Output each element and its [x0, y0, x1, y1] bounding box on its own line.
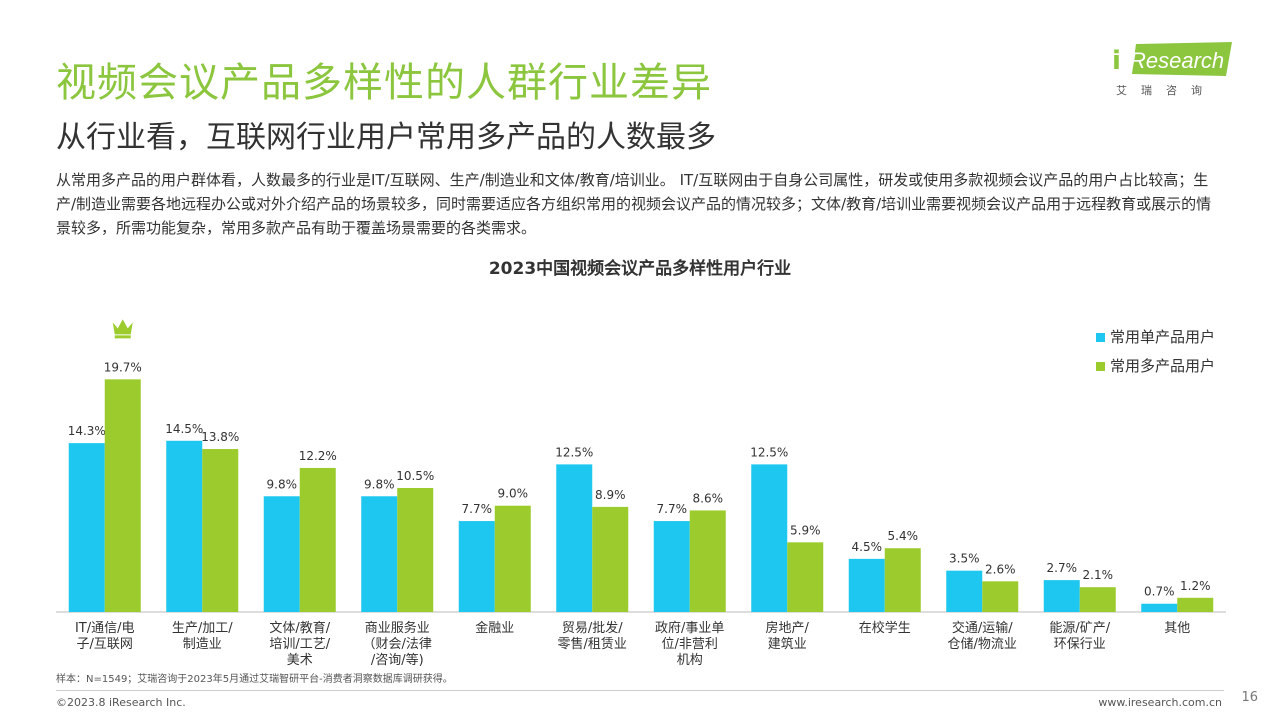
bar-multi-9 [982, 581, 1019, 612]
page-title: 视频会议产品多样性的人群行业差异 [56, 60, 712, 106]
logo-chinese-name: 艾瑞咨询 [1116, 84, 1216, 97]
bar-single-8 [848, 558, 885, 612]
website-link[interactable]: www.iresearch.com.cn [1098, 696, 1222, 709]
category-label-2: 文体/教育/培训/工艺/美术 [269, 620, 330, 668]
legend-label-1: 常用多产品用户 [1110, 357, 1215, 375]
legend-swatch-1 [1096, 362, 1105, 371]
category-label-11: 其他 [1164, 621, 1190, 636]
bar-single-3 [361, 496, 398, 612]
data-label-multi-7: 5.9% [790, 523, 821, 537]
data-label-multi-11: 1.2% [1180, 579, 1211, 593]
data-label-single-7: 12.5% [750, 445, 788, 459]
bar-single-11 [1141, 603, 1178, 612]
bar-multi-3 [397, 488, 434, 612]
category-label-8: 在校学生 [859, 620, 911, 636]
data-label-multi-8: 5.4% [888, 529, 919, 543]
category-label-1: 生产/加工/制造业 [172, 621, 233, 652]
data-label-multi-1: 13.8% [201, 430, 239, 444]
data-label-single-9: 3.5% [949, 552, 980, 566]
data-label-single-10: 2.7% [1047, 561, 1078, 575]
bar-multi-11 [1177, 597, 1214, 612]
data-label-multi-9: 2.6% [985, 562, 1016, 576]
category-label-0: IT/通信/电子/互联网 [75, 621, 135, 652]
data-label-single-2: 9.8% [267, 477, 298, 491]
category-label-5: 贸易/批发/零售/租赁业 [558, 620, 627, 652]
category-label-6: 政府/事业单位/非营利机构 [655, 621, 724, 668]
copyright: ©2023.8 iResearch Inc. [56, 696, 186, 709]
data-label-multi-3: 10.5% [396, 469, 434, 483]
bar-multi-6 [689, 510, 726, 612]
legend-label-0: 常用单产品用户 [1110, 328, 1215, 346]
logo-letter-i: i [1112, 46, 1121, 76]
category-label-9: 交通/运输/仓储/物流业 [948, 620, 1017, 652]
bar-single-1 [166, 440, 203, 612]
data-label-single-11: 0.7% [1144, 585, 1175, 599]
category-label-10: 能源/矿产/环保行业 [1049, 621, 1110, 652]
bar-multi-10 [1079, 587, 1116, 612]
logo-band [1132, 42, 1232, 76]
chart-title: 2023中国视频会议产品多样性用户行业 [489, 258, 791, 279]
bar-single-2 [263, 496, 300, 612]
data-label-single-4: 7.7% [462, 502, 493, 516]
legend-swatch-0 [1096, 333, 1105, 342]
bar-single-6 [653, 521, 690, 612]
page-subtitle: 从行业看，互联网行业用户常用多产品的人数最多 [56, 120, 716, 155]
data-label-multi-0: 19.7% [104, 360, 142, 374]
crown-icon [112, 319, 133, 339]
logo-wordmark: Research [1130, 48, 1225, 73]
bar-single-10 [1043, 580, 1080, 612]
data-label-multi-6: 8.6% [693, 491, 724, 505]
bar-chart: 2023中国视频会议产品多样性用户行业 14.3% 19.7% IT/通信/电子/互联… [56, 258, 1226, 668]
bar-multi-0 [104, 379, 141, 612]
category-label-3: 商业服务业（财会/法律/咨询/等) [363, 620, 432, 668]
summary-paragraph: 从常用多产品的用户群体看，人数最多的行业是IT/互联网、生产/制造业和文体/教育… [56, 171, 1212, 237]
bar-multi-4 [494, 505, 531, 612]
bar-multi-8 [884, 548, 921, 612]
footer-divider [56, 690, 1224, 691]
bar-single-7 [751, 464, 788, 612]
data-label-single-6: 7.7% [657, 502, 688, 516]
data-label-multi-5: 8.9% [595, 488, 626, 502]
data-label-single-8: 4.5% [852, 540, 883, 554]
data-label-single-1: 14.5% [165, 422, 203, 436]
category-label-4: 金融业 [475, 620, 514, 636]
data-label-single-0: 14.3% [68, 424, 106, 438]
bar-multi-5 [592, 506, 629, 612]
bar-single-5 [556, 464, 593, 612]
data-label-multi-2: 12.2% [299, 449, 337, 463]
data-label-multi-10: 2.1% [1083, 568, 1114, 582]
data-label-single-3: 9.8% [364, 477, 395, 491]
bar-single-4 [458, 521, 495, 612]
data-label-multi-4: 9.0% [498, 487, 529, 501]
bar-single-0 [68, 443, 105, 612]
category-label-7: 房地产/建筑业 [766, 620, 810, 652]
bar-multi-1 [202, 449, 239, 612]
page-number: 16 [1241, 690, 1258, 705]
iresearch-logo: i Research 艾瑞咨询 [1112, 42, 1234, 100]
bar-multi-2 [299, 467, 336, 612]
data-label-single-5: 12.5% [555, 445, 593, 459]
bar-multi-7 [787, 542, 824, 612]
bar-single-9 [946, 570, 983, 612]
sample-footnote: 样本：N=1549；艾瑞咨询于2023年5月通过艾瑞智研平台-消费者洞察数据库调… [56, 674, 453, 685]
